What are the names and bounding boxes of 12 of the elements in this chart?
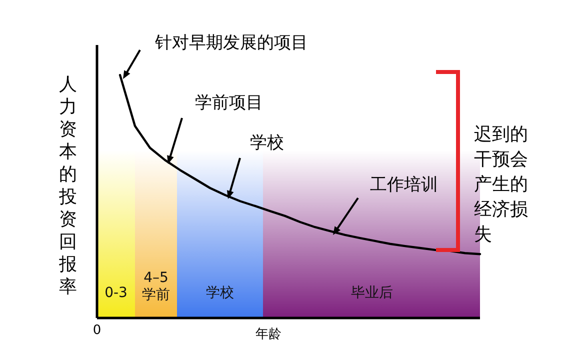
x-axis-title: 年龄: [256, 327, 282, 342]
text: 人力资本的投资回报率: [59, 74, 77, 298]
annotation: 迟到的干预会产生的经济损失: [474, 124, 528, 245]
annotation: 4–5 学前: [142, 270, 170, 303]
text: 0: [92, 323, 102, 338]
annotation: 毕业后: [351, 285, 393, 301]
annotation: 学校: [206, 285, 234, 301]
annotation: 0-3: [104, 285, 128, 301]
text: 针对早期发展的项目: [154, 33, 308, 53]
annotation: 学校: [250, 133, 284, 153]
annotation: 工作培训: [370, 175, 438, 195]
annotation: 学前项目: [195, 93, 263, 113]
